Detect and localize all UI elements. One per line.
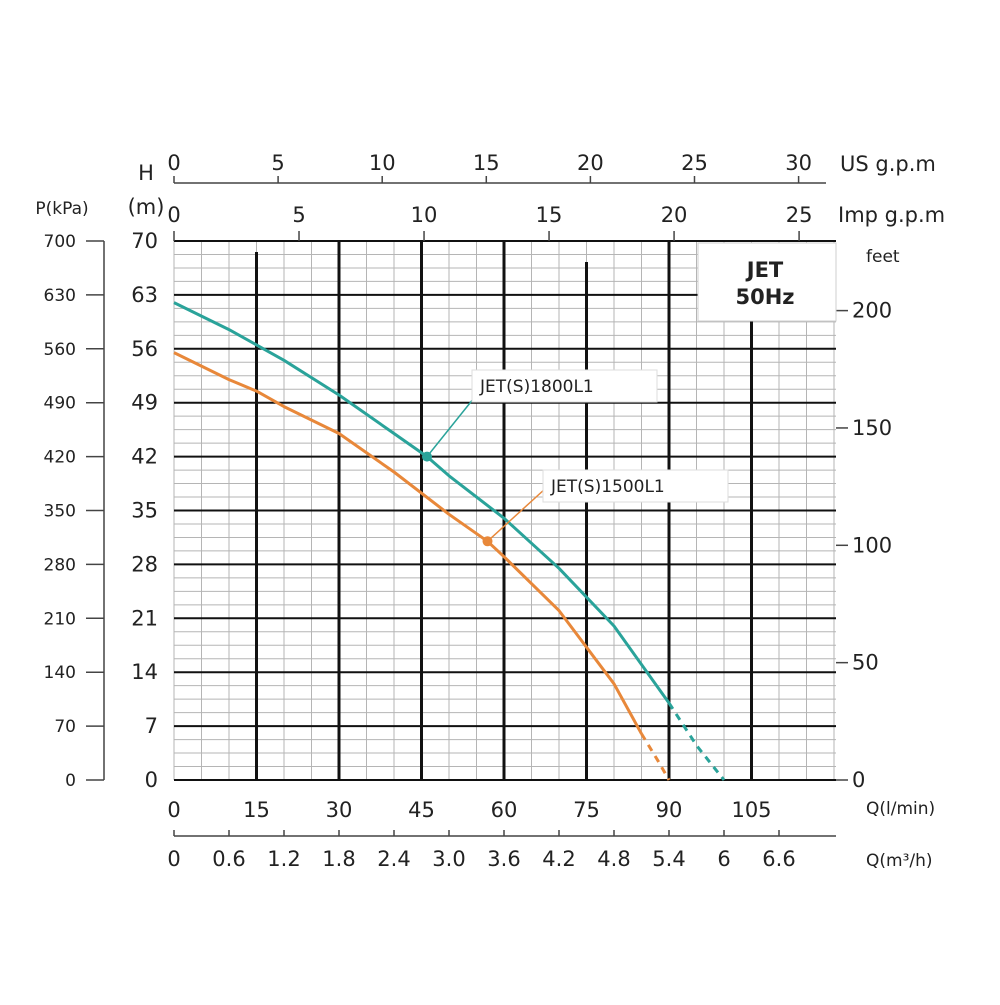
callout-1500: JET(S)1500L1 [542, 469, 729, 503]
q-m3h-tick-label: 4.2 [542, 847, 575, 871]
q-m3h-tick-label: 0 [167, 847, 180, 871]
us-gpm-tick-label: 5 [271, 151, 284, 175]
feet-tick-label: 150 [852, 416, 892, 440]
us-gpm-tick-label: 10 [369, 151, 396, 175]
q-m3h-tick-label: 2.4 [377, 847, 410, 871]
feet-tick-label: 200 [852, 299, 892, 323]
feet-tick-label: 0 [852, 768, 865, 792]
q-m3h-tick-label: 3.6 [487, 847, 520, 871]
feet-tick-label: 100 [852, 533, 892, 557]
q-m3h-tick-label: 4.8 [597, 847, 630, 871]
head-tick-label: 70 [131, 229, 158, 253]
us-gpm-axis-label: US g.p.m [840, 152, 936, 176]
us-gpm-tick-label: 25 [681, 151, 708, 175]
series-line-1500 [173, 351, 643, 735]
q-lmin-tick-label: 30 [326, 798, 353, 822]
imp-gpm-tick-label: 15 [536, 203, 563, 227]
pressure-tick-label: 70 [54, 717, 76, 737]
q-m3h-tick-label: 3.0 [432, 847, 465, 871]
model-box-frequency: 50Hz [735, 285, 794, 309]
grid-layer [173, 240, 836, 781]
us-gpm-tick-label: 0 [167, 151, 180, 175]
head-tick-label: 28 [131, 552, 158, 576]
feet-tick-label: 50 [852, 651, 879, 675]
head-tick-label: 35 [131, 499, 158, 523]
imp-gpm-axis-label: Imp g.p.m [838, 203, 945, 227]
imp-gpm-tick-label: 20 [661, 203, 688, 227]
pressure-tick-label: 700 [44, 232, 76, 252]
q-lmin-tick-label: 90 [656, 798, 683, 822]
us-gpm-tick-label: 20 [577, 151, 604, 175]
series-line-dashed-1800 [667, 702, 726, 781]
q-m3h-tick-label: 1.2 [267, 847, 300, 871]
pressure-tick-label: 210 [44, 609, 76, 629]
callout-1500-leader [486, 487, 547, 542]
us-gpm-tick-label: 30 [785, 151, 812, 175]
pressure-tick-label: 560 [44, 340, 76, 360]
imp-gpm-tick-label: 5 [292, 203, 305, 227]
callout-1500-label: JET(S)1500L1 [550, 477, 665, 497]
q-lmin-tick-label: 105 [731, 798, 771, 822]
q-m3h-tick-label: 5.4 [652, 847, 685, 871]
head-tick-label: 49 [131, 391, 158, 415]
callout-1800-label: JET(S)1800L1 [479, 377, 594, 397]
q-m3h-axis-label: Q(m³/h) [866, 851, 933, 871]
pressure-axis-label: P(kPa) [35, 199, 88, 219]
callout-1500-box [542, 469, 729, 503]
head-tick-label: 63 [131, 283, 158, 307]
q-lmin-tick-label: 15 [243, 798, 270, 822]
imp-gpm-tick-label: 0 [167, 203, 180, 227]
q-m3h-tick-label: 6.6 [762, 847, 795, 871]
series-line-1800 [173, 301, 671, 704]
q-lmin-tick-label: 45 [408, 798, 435, 822]
head-tick-label: 56 [131, 337, 158, 361]
head-tick-label: 14 [131, 660, 158, 684]
pressure-tick-label: 0 [65, 771, 76, 791]
callout-1800-box [471, 369, 658, 403]
pressure-tick-label: 280 [44, 555, 76, 575]
head-tick-label: 21 [131, 606, 158, 630]
imp-gpm-tick-label: 25 [786, 203, 813, 227]
q-m3h-tick-label: 1.8 [322, 847, 355, 871]
feet-axis-label: feet [866, 247, 900, 267]
head-axis-label: H [138, 161, 154, 185]
series-line-dashed-1500 [640, 733, 671, 781]
curve-layer [173, 301, 726, 781]
head-tick-label: 0 [145, 768, 158, 792]
q-lmin-tick-label: 60 [491, 798, 518, 822]
pressure-tick-label: 420 [44, 448, 76, 468]
us-gpm-tick-label: 15 [473, 151, 500, 175]
pressure-tick-label: 350 [44, 502, 76, 522]
callout-1800: JET(S)1800L1 [471, 369, 658, 403]
pressure-tick-label: 490 [44, 394, 76, 414]
pressure-tick-label: 630 [44, 286, 76, 306]
head-tick-label: 42 [131, 445, 158, 469]
q-lmin-axis-label: Q(l/min) [866, 799, 935, 819]
q-m3h-tick-label: 6 [717, 847, 730, 871]
model-box [697, 242, 837, 322]
model-box-title: JET [745, 258, 784, 282]
imp-gpm-tick-label: 10 [411, 203, 438, 227]
q-m3h-tick-label: 0.6 [212, 847, 245, 871]
q-lmin-tick-label: 75 [573, 798, 600, 822]
q-lmin-tick-label: 0 [167, 798, 180, 822]
pressure-tick-label: 140 [44, 663, 76, 683]
head-tick-label: 7 [145, 714, 158, 738]
callout-1800-leader [426, 397, 475, 458]
head-axis-unit: (m) [128, 195, 165, 219]
axis-layer: 070140210280350420490560630700P(kPa)0714… [35, 151, 945, 871]
